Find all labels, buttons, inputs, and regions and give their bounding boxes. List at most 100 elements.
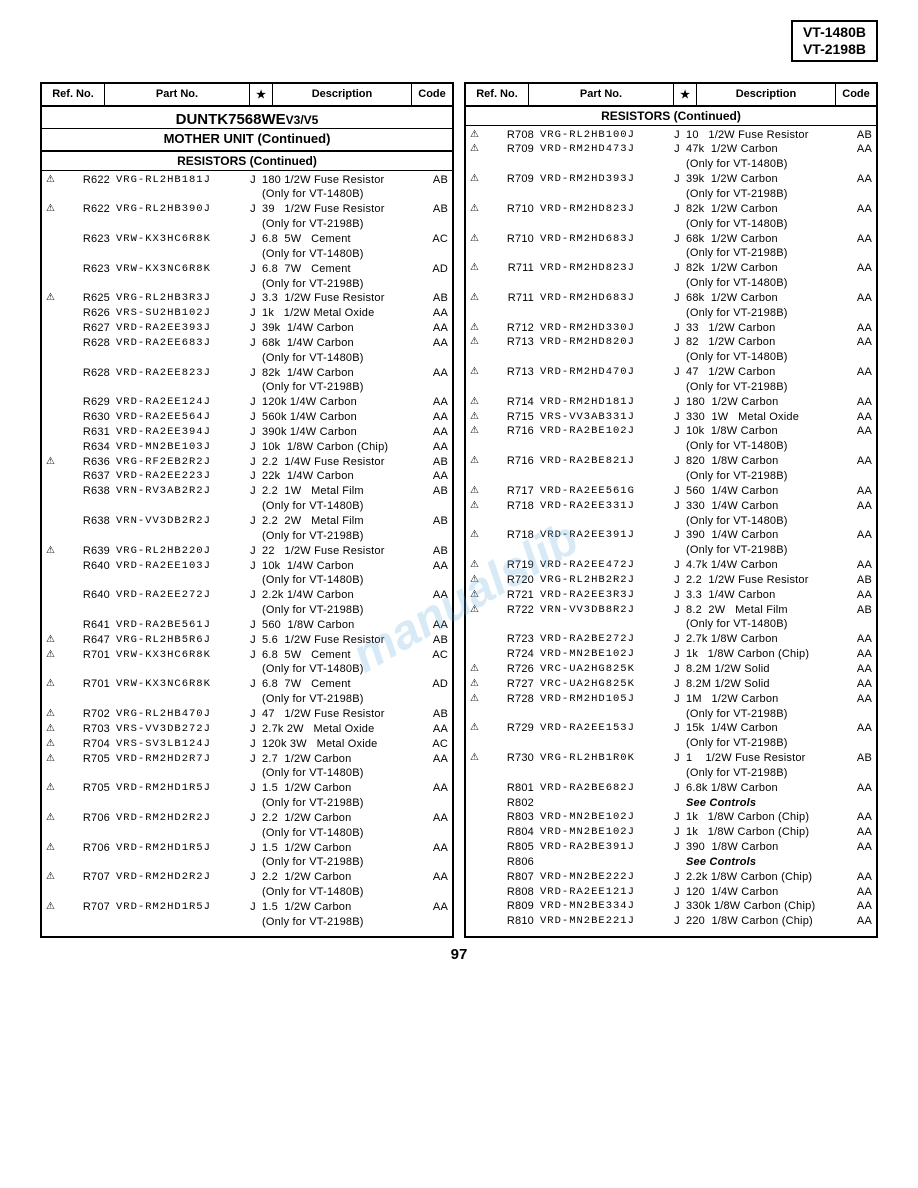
- code: AA: [846, 202, 872, 217]
- part-no: VRG-RF2EB2R2J: [116, 455, 246, 470]
- star: J: [246, 737, 260, 752]
- table-row: ⚠R704VRS-SV3LB124JJ120k 3W Metal OxideAC: [42, 737, 452, 752]
- star: [670, 350, 684, 365]
- part-no: VRD-MN2BE334J: [540, 899, 670, 914]
- description: (Only for VT-1480B): [684, 439, 846, 454]
- table-row: (Only for VT-1480B): [466, 439, 876, 454]
- code: AA: [846, 454, 872, 469]
- code: AA: [422, 841, 448, 856]
- ref-no: [482, 157, 540, 172]
- description: 10k 1/4W Carbon: [260, 559, 422, 574]
- table-row: (Only for VT-2198B): [466, 380, 876, 395]
- code: AB: [422, 291, 448, 306]
- table-row: R630VRD-RA2EE564JJ560k 1/4W CarbonAA: [42, 410, 452, 425]
- code: AA: [422, 781, 448, 796]
- table-row: (Only for VT-1480B): [466, 350, 876, 365]
- star: [246, 380, 260, 395]
- code: [422, 573, 448, 588]
- table-row: R724VRD-MN2BE102JJ1k 1/8W Carbon (Chip)A…: [466, 647, 876, 662]
- part-no: VRD-RA2EE393J: [116, 321, 246, 336]
- star: J: [670, 261, 684, 276]
- code: [846, 736, 872, 751]
- warn-icon: [46, 217, 58, 232]
- part-no: [540, 855, 670, 870]
- code: AA: [422, 618, 448, 633]
- right-header: Ref. No. Part No. ★ Description Code: [466, 84, 876, 107]
- ref-no: [58, 187, 116, 202]
- star: [246, 351, 260, 366]
- ref-no: R625: [58, 291, 116, 306]
- ref-no: R724: [482, 647, 540, 662]
- ref-no: [58, 351, 116, 366]
- warn-icon: [46, 885, 58, 900]
- warn-icon: [46, 766, 58, 781]
- code: AA: [422, 870, 448, 885]
- table-row: (Only for VT-1480B): [466, 514, 876, 529]
- star: [246, 915, 260, 930]
- ref-no: [482, 543, 540, 558]
- part-no: [116, 855, 246, 870]
- star: J: [670, 588, 684, 603]
- code: [422, 915, 448, 930]
- description: 68k 1/4W Carbon: [260, 336, 422, 351]
- warn-icon: ⚠: [46, 781, 58, 796]
- ref-no: [58, 217, 116, 232]
- ref-no: R703: [58, 722, 116, 737]
- description: 180 1/2W Carbon: [684, 395, 846, 410]
- description: 2.7 1/2W Carbon: [260, 752, 422, 767]
- warn-icon: ⚠: [46, 648, 58, 663]
- description: 10 1/2W Fuse Resistor: [684, 128, 846, 143]
- code: [422, 247, 448, 262]
- description: (Only for VT-1480B): [260, 766, 422, 781]
- ref-no: [482, 276, 540, 291]
- description: (Only for VT-1480B): [260, 499, 422, 514]
- code: [422, 796, 448, 811]
- ref-no: [482, 439, 540, 454]
- part-no: VRD-RM2HD2R7J: [116, 752, 246, 767]
- description: 10k 1/8W Carbon (Chip): [260, 440, 422, 455]
- warn-icon: [46, 573, 58, 588]
- ref-no: R807: [482, 870, 540, 885]
- description: 10k 1/8W Carbon: [684, 424, 846, 439]
- star: J: [670, 840, 684, 855]
- description: (Only for VT-2198B): [684, 707, 846, 722]
- part-no: [540, 736, 670, 751]
- code: AA: [846, 781, 872, 796]
- part-no: VRD-RA2EE103J: [116, 559, 246, 574]
- description: 330k 1/8W Carbon (Chip): [684, 899, 846, 914]
- description: 820 1/8W Carbon: [684, 454, 846, 469]
- part-no: VRG-RL2HB2R2J: [540, 573, 670, 588]
- part-no: VRN-VV3DB8R2J: [540, 603, 670, 618]
- star: [670, 469, 684, 484]
- part-no: VRN-VV3DB2R2J: [116, 514, 246, 529]
- warn-icon: [470, 870, 482, 885]
- star: J: [246, 425, 260, 440]
- star: J: [246, 677, 260, 692]
- table-row: (Only for VT-2198B): [42, 915, 452, 930]
- part-no: [116, 603, 246, 618]
- part-no: VRD-RM2HD470J: [540, 365, 670, 380]
- part-no: VRD-RM2HD330J: [540, 321, 670, 336]
- star: [670, 736, 684, 751]
- description: (Only for VT-1480B): [260, 826, 422, 841]
- code: AA: [846, 499, 872, 514]
- warn-icon: [470, 766, 482, 781]
- warn-icon: [470, 707, 482, 722]
- code: AA: [846, 840, 872, 855]
- code: AA: [846, 172, 872, 187]
- ref-no: R810: [482, 914, 540, 929]
- description: (Only for VT-2198B): [684, 246, 846, 261]
- part-no: [540, 246, 670, 261]
- part-no: VRD-RM2HD2R2J: [116, 811, 246, 826]
- ref-no: [482, 187, 540, 202]
- code: [422, 662, 448, 677]
- warn-icon: ⚠: [470, 172, 482, 187]
- code: AB: [422, 455, 448, 470]
- table-row: ⚠R703VRS-VV3DB272JJ2.7k 2W Metal OxideAA: [42, 722, 452, 737]
- description: 560 1/4W Carbon: [684, 484, 846, 499]
- star: J: [246, 514, 260, 529]
- ref-no: [58, 380, 116, 395]
- star: [670, 796, 684, 811]
- ref-no: R623: [58, 262, 116, 277]
- table-row: (Only for VT-1480B): [466, 617, 876, 632]
